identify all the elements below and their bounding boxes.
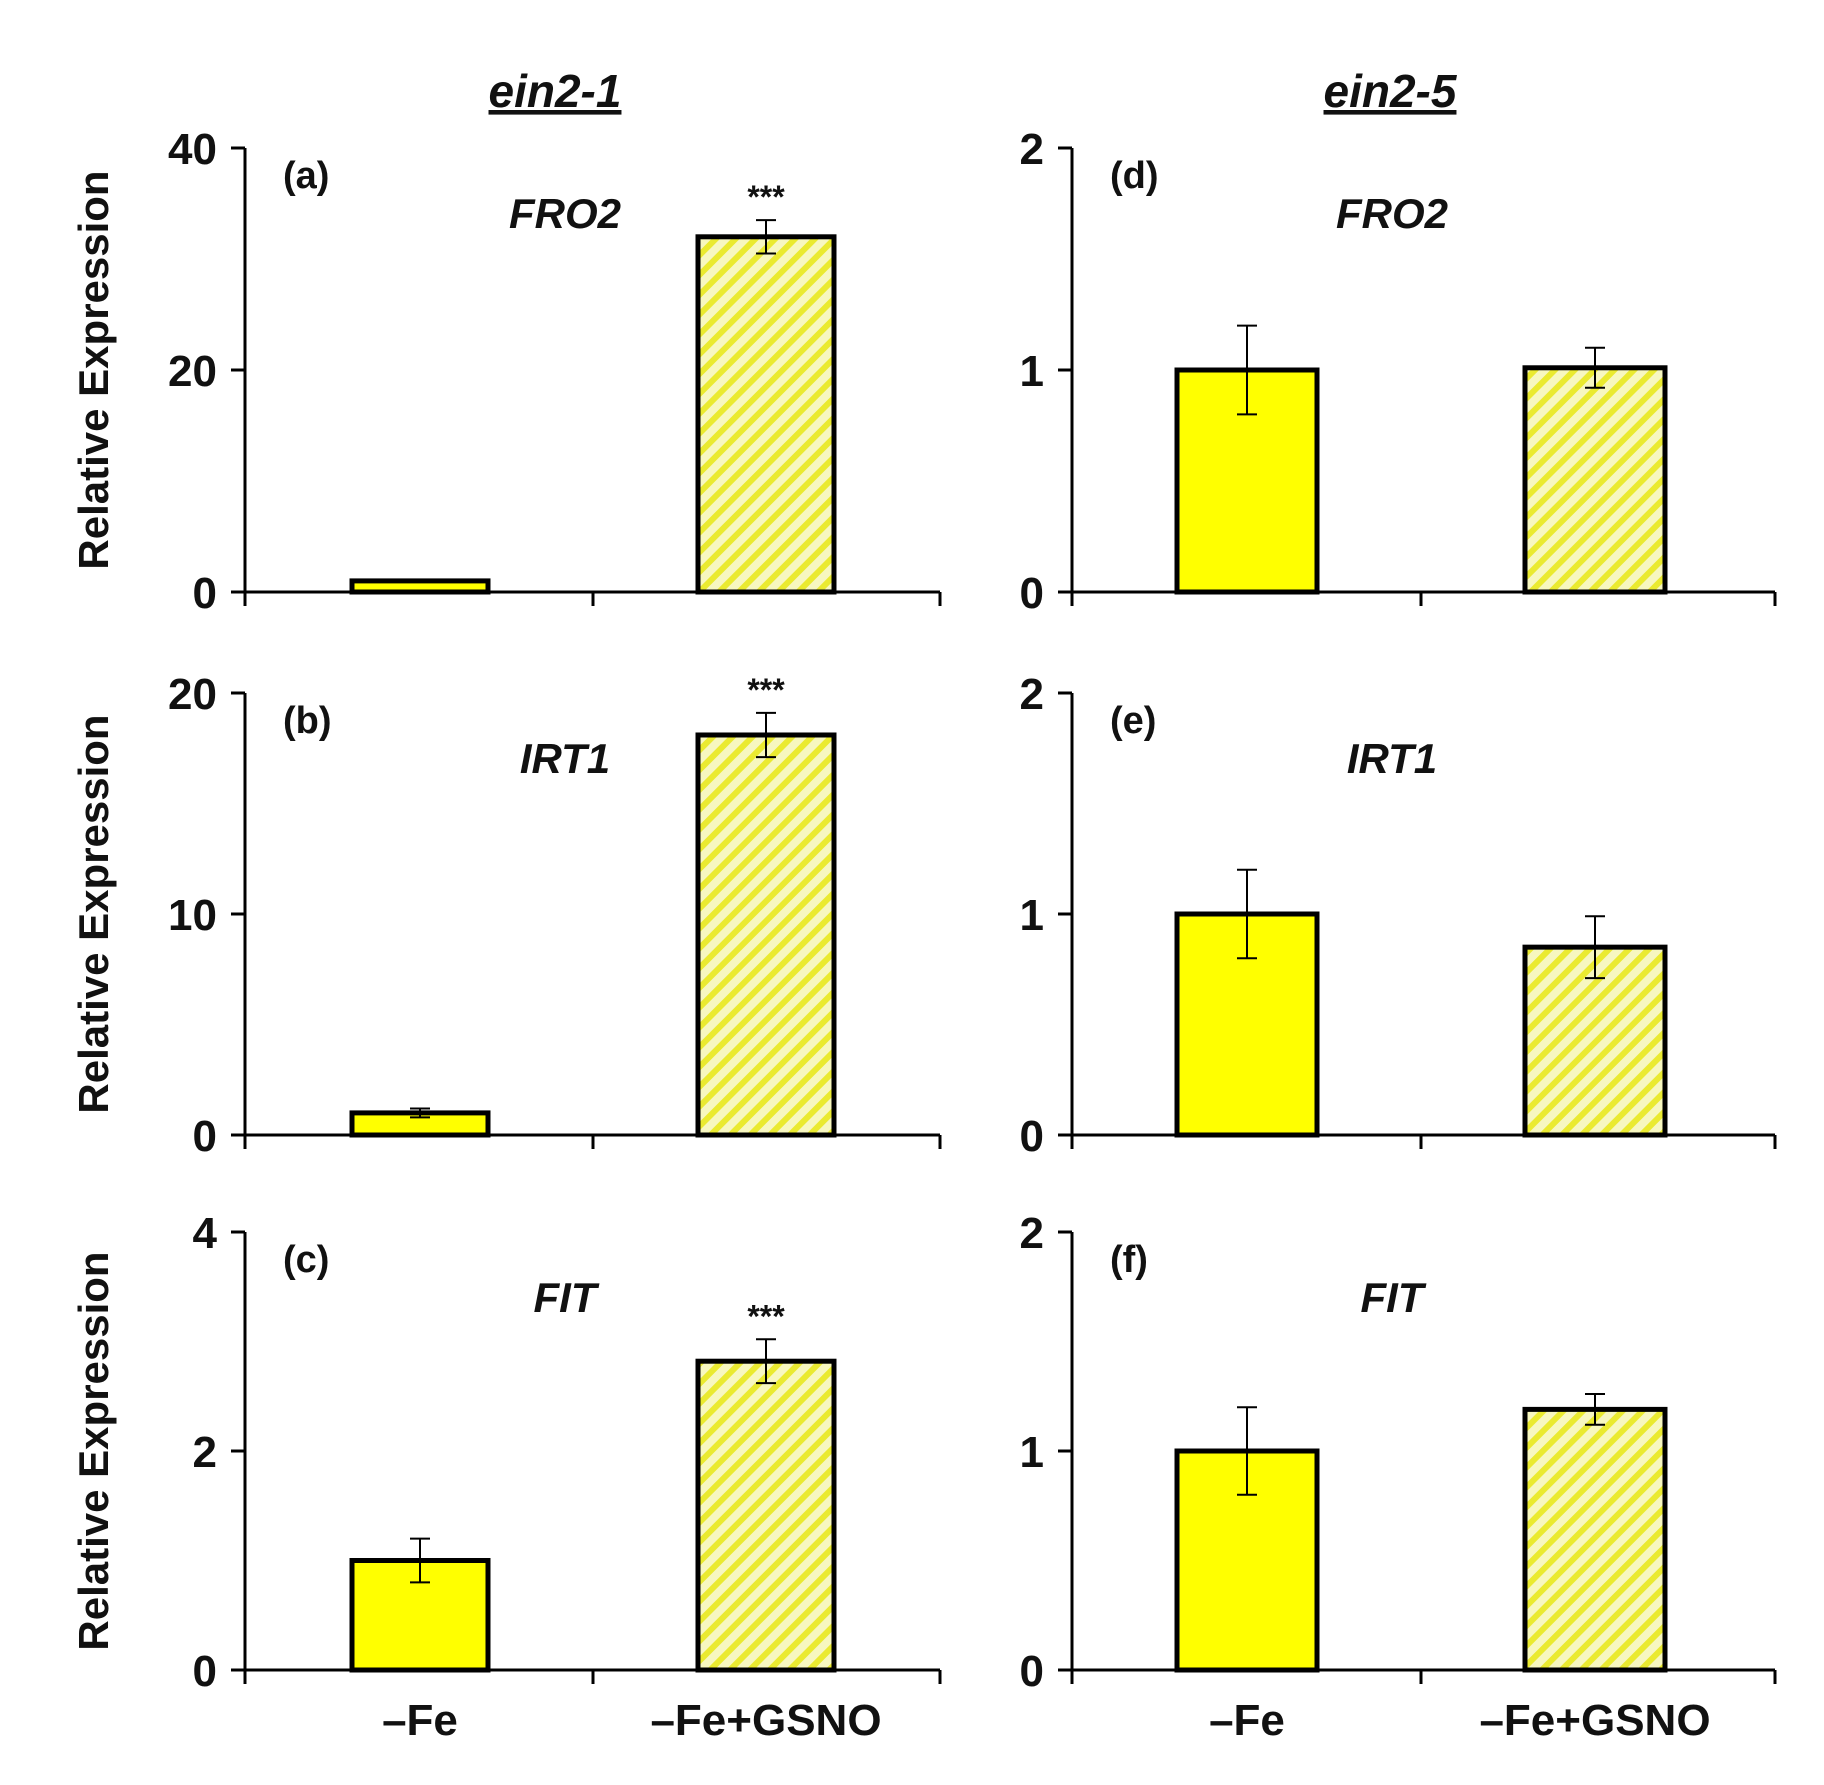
gene-label: FIT [1361, 1274, 1427, 1321]
y-axis-label: Relative Expression [70, 1251, 117, 1650]
panel-label: (c) [283, 1239, 329, 1281]
x-category-label: –Fe+GSNO [650, 1696, 881, 1745]
y-tick-label: 2 [193, 1428, 217, 1477]
y-tick-label: 2 [1020, 1209, 1044, 1258]
y-axis-label: Relative Expression [70, 170, 117, 569]
y-tick-label: 4 [193, 1209, 218, 1258]
x-category-label: –Fe [382, 1696, 458, 1745]
column-title-right: ein2-5 [1324, 65, 1458, 117]
significance-label: *** [747, 1298, 785, 1334]
panel-label: (e) [1110, 700, 1156, 742]
panel-label: (a) [283, 155, 329, 197]
gene-label: FIT [534, 1274, 600, 1321]
x-category-label: –Fe+GSNO [1479, 1696, 1710, 1745]
y-tick-label: 0 [1020, 1112, 1044, 1161]
panel-label: (b) [283, 700, 332, 742]
bar-minus-fe-gsno [1522, 365, 1668, 595]
panel-label: (d) [1110, 155, 1159, 197]
y-tick-label: 20 [168, 670, 217, 719]
bar-minus-fe-gsno [695, 234, 837, 595]
y-tick-label: 1 [1020, 347, 1044, 396]
y-tick-label: 0 [193, 569, 217, 618]
panel-b: 0 10 20 Relative Expression (b) IRT1 *** [70, 670, 942, 1161]
y-tick-label: 0 [1020, 1647, 1044, 1696]
significance-label: *** [747, 672, 785, 708]
gene-label: IRT1 [520, 735, 610, 782]
panel-c: 0 2 4 Relative Expression (c) FIT *** –Fe –Fe+GS… [70, 1209, 942, 1745]
y-tick-label: 2 [1020, 670, 1044, 719]
gene-label: FRO2 [1336, 190, 1448, 237]
y-tick-label: 1 [1020, 1428, 1044, 1477]
y-tick-label: 10 [168, 891, 217, 940]
bar-minus-fe-gsno [1522, 1406, 1668, 1673]
gene-label: FRO2 [509, 190, 621, 237]
panel-f: 0 1 2 (f) FIT –Fe –Fe+GSNO [1020, 1209, 1777, 1745]
y-tick-label: 40 [168, 125, 217, 174]
gene-label: IRT1 [1347, 735, 1437, 782]
column-title-left: ein2-1 [489, 65, 622, 117]
significance-label: *** [747, 179, 785, 215]
bar-minus-fe-gsno [695, 732, 837, 1138]
y-tick-label: 2 [1020, 125, 1044, 174]
panel-e: 0 1 2 (e) IRT1 [1020, 670, 1777, 1161]
bar-minus-fe-gsno [695, 1358, 837, 1673]
panel-label: (f) [1110, 1239, 1148, 1281]
y-tick-label: 0 [193, 1647, 217, 1696]
y-tick-label: 0 [1020, 569, 1044, 618]
y-tick-label: 1 [1020, 891, 1044, 940]
y-tick-label: 0 [193, 1112, 217, 1161]
y-tick-label: 20 [168, 347, 217, 396]
panel-d: 0 1 2 (d) FRO2 [1020, 125, 1777, 618]
panel-a: 0 20 40 Relative Expression (a) FRO2 *** [70, 125, 942, 618]
y-axis-label: Relative Expression [70, 714, 117, 1113]
x-category-label: –Fe [1209, 1696, 1285, 1745]
